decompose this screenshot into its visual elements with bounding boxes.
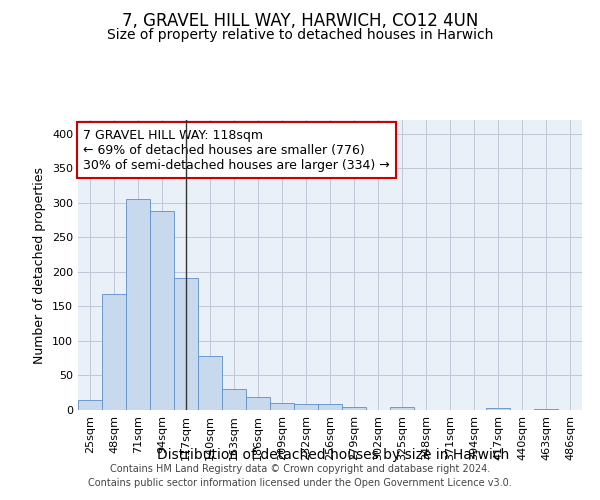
- Bar: [486, 408, 510, 410]
- Bar: [534, 408, 558, 410]
- Bar: [390, 407, 414, 410]
- Bar: [102, 294, 126, 410]
- Bar: [246, 397, 270, 410]
- Y-axis label: Number of detached properties: Number of detached properties: [34, 166, 46, 364]
- Text: Size of property relative to detached houses in Harwich: Size of property relative to detached ho…: [107, 28, 493, 42]
- Bar: [294, 404, 318, 410]
- Text: Contains HM Land Registry data © Crown copyright and database right 2024.
Contai: Contains HM Land Registry data © Crown c…: [88, 464, 512, 487]
- Text: 7, GRAVEL HILL WAY, HARWICH, CO12 4UN: 7, GRAVEL HILL WAY, HARWICH, CO12 4UN: [122, 12, 478, 30]
- Text: 7 GRAVEL HILL WAY: 118sqm
← 69% of detached houses are smaller (776)
30% of semi: 7 GRAVEL HILL WAY: 118sqm ← 69% of detac…: [83, 128, 390, 172]
- Bar: [222, 388, 246, 410]
- Bar: [198, 356, 222, 410]
- Bar: [342, 406, 366, 410]
- Bar: [126, 200, 150, 410]
- Text: Distribution of detached houses by size in Harwich: Distribution of detached houses by size …: [157, 448, 509, 462]
- Bar: [150, 211, 174, 410]
- Bar: [78, 400, 102, 410]
- Bar: [270, 403, 294, 410]
- Bar: [318, 404, 342, 410]
- Bar: [174, 278, 198, 410]
